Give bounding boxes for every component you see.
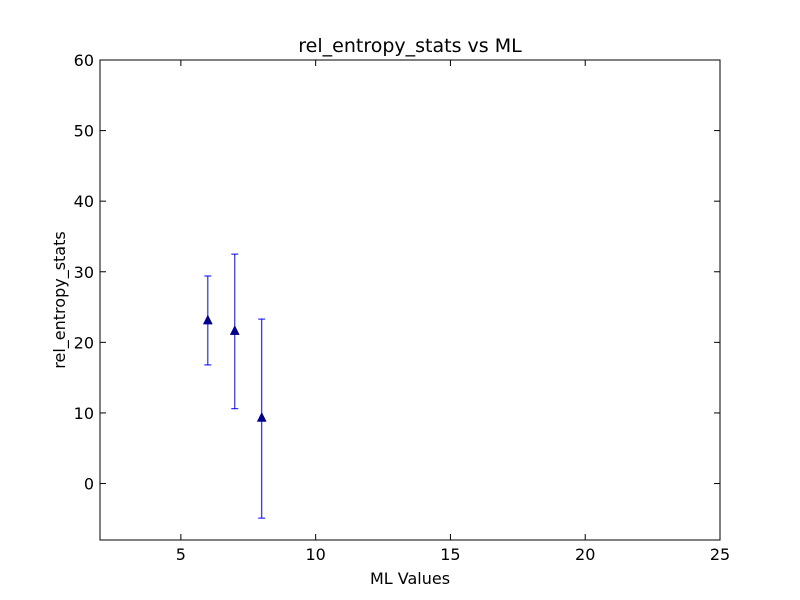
plot-frame [99, 59, 721, 541]
x-tick-label: 10 [305, 545, 325, 564]
x-tick-label: 15 [440, 545, 460, 564]
x-tick-label: 25 [710, 545, 730, 564]
y-tick-label: 0 [84, 475, 94, 494]
y-tick-label: 60 [74, 51, 94, 70]
y-axis-label: rel_entropy_stats [50, 231, 70, 368]
data-point-marker [202, 314, 213, 325]
y-tick-label: 30 [74, 263, 94, 282]
chart-title: rel_entropy_stats vs ML [298, 35, 522, 57]
y-tick-label: 40 [74, 192, 94, 211]
y-tick-label: 10 [74, 404, 94, 423]
x-tick-label: 5 [176, 545, 186, 564]
x-tick-label: 20 [575, 545, 595, 564]
data-point-marker [229, 325, 240, 335]
x-axis-label: ML Values [370, 569, 450, 588]
y-tick-label: 50 [74, 122, 94, 141]
y-tick-label: 20 [74, 333, 94, 352]
data-point-marker [256, 411, 267, 422]
